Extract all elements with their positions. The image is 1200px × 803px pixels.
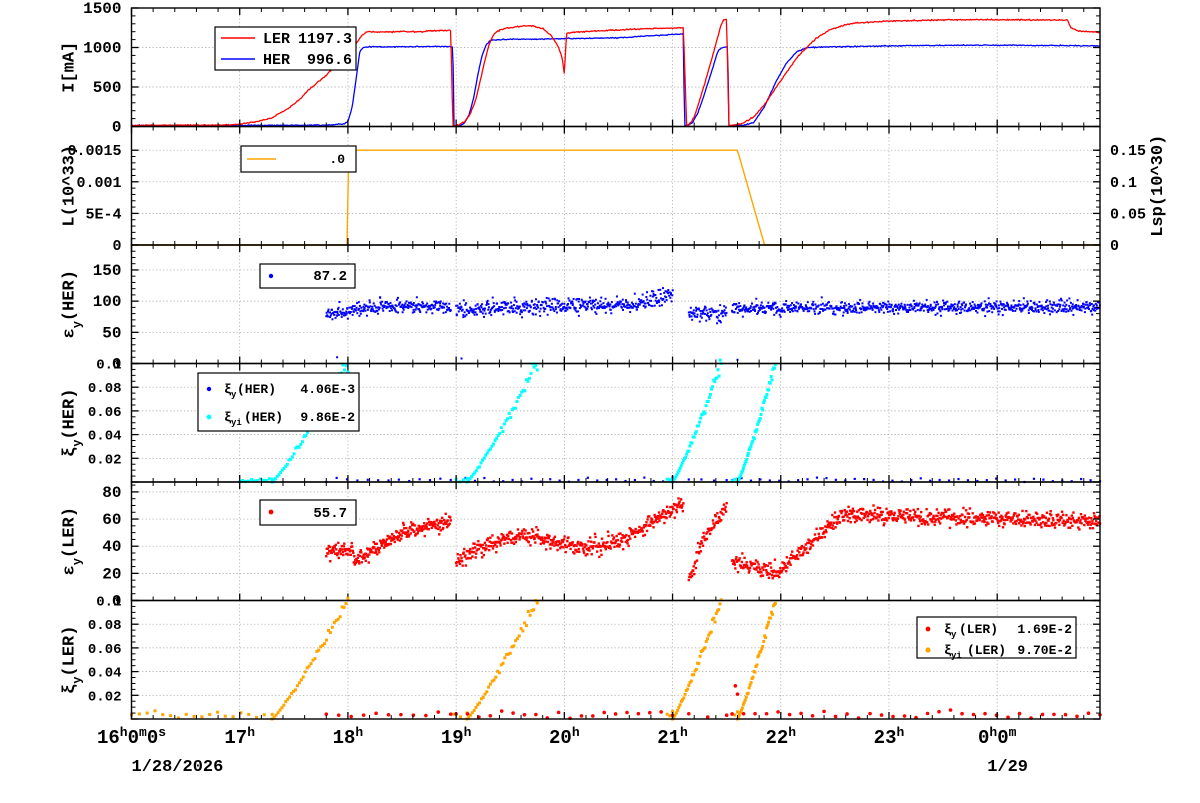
svg-text:0.06: 0.06 bbox=[88, 642, 122, 658]
svg-text:50: 50 bbox=[102, 324, 121, 342]
svg-text:L(10^33): L(10^33) bbox=[61, 145, 80, 227]
svg-text:0.06: 0.06 bbox=[88, 405, 122, 421]
svg-text:55.7: 55.7 bbox=[313, 506, 347, 522]
svg-text:0.08: 0.08 bbox=[88, 618, 122, 634]
svg-text:0.1: 0.1 bbox=[96, 358, 121, 374]
svg-text:Lsp(10^30): Lsp(10^30) bbox=[1149, 135, 1168, 237]
svg-text:0.08: 0.08 bbox=[88, 381, 122, 397]
svg-text:1197.3: 1197.3 bbox=[298, 31, 352, 48]
svg-text:I[mA]: I[mA] bbox=[61, 42, 80, 93]
svg-text:4.06E-3: 4.06E-3 bbox=[300, 382, 355, 397]
svg-text:996.6: 996.6 bbox=[307, 52, 352, 69]
svg-text:.0: .0 bbox=[329, 152, 345, 167]
svg-text:60: 60 bbox=[102, 511, 121, 529]
svg-text:yi: yi bbox=[951, 651, 962, 661]
svg-text:(LER): (LER) bbox=[967, 643, 1006, 658]
svg-text:0.02: 0.02 bbox=[88, 689, 122, 705]
svg-text:0: 0 bbox=[112, 238, 121, 255]
svg-text:5E-4: 5E-4 bbox=[85, 206, 121, 223]
svg-text:1/28/2026: 1/28/2026 bbox=[132, 758, 224, 777]
svg-text:(LER): (LER) bbox=[959, 622, 998, 637]
svg-text:y: y bbox=[951, 630, 957, 640]
svg-text:0.15: 0.15 bbox=[1110, 143, 1146, 160]
svg-text:100: 100 bbox=[93, 293, 122, 311]
svg-text:0.1: 0.1 bbox=[1110, 175, 1137, 192]
svg-text:0: 0 bbox=[112, 119, 122, 137]
svg-text:1000: 1000 bbox=[83, 40, 121, 58]
svg-text:150: 150 bbox=[93, 262, 122, 280]
svg-text:0.02: 0.02 bbox=[88, 452, 122, 468]
svg-text:0.001: 0.001 bbox=[76, 175, 121, 192]
svg-text:87.2: 87.2 bbox=[313, 269, 347, 285]
svg-text:yi: yi bbox=[231, 418, 242, 428]
svg-text:20: 20 bbox=[102, 565, 121, 583]
svg-text:9.70E-2: 9.70E-2 bbox=[1017, 643, 1072, 658]
svg-text:80: 80 bbox=[102, 484, 121, 502]
svg-text:9.86E-2: 9.86E-2 bbox=[300, 410, 355, 425]
svg-text:0.1: 0.1 bbox=[96, 595, 121, 611]
svg-text:0.04: 0.04 bbox=[88, 666, 122, 682]
svg-text:40: 40 bbox=[102, 538, 121, 556]
svg-text:0.05: 0.05 bbox=[1110, 206, 1146, 223]
svg-text:(HER): (HER) bbox=[244, 410, 283, 425]
svg-text:HER: HER bbox=[263, 52, 290, 69]
svg-text:16h0m0s: 16h0m0s bbox=[97, 725, 166, 750]
svg-text:0.04: 0.04 bbox=[88, 429, 122, 445]
svg-text:0: 0 bbox=[1110, 238, 1119, 255]
svg-text:1/29: 1/29 bbox=[987, 758, 1028, 777]
svg-text:LER: LER bbox=[263, 31, 290, 48]
svg-text:500: 500 bbox=[93, 79, 122, 97]
svg-text:1500: 1500 bbox=[83, 0, 121, 18]
svg-text:(HER): (HER) bbox=[237, 382, 276, 397]
svg-text:1.69E-2: 1.69E-2 bbox=[1017, 622, 1072, 637]
